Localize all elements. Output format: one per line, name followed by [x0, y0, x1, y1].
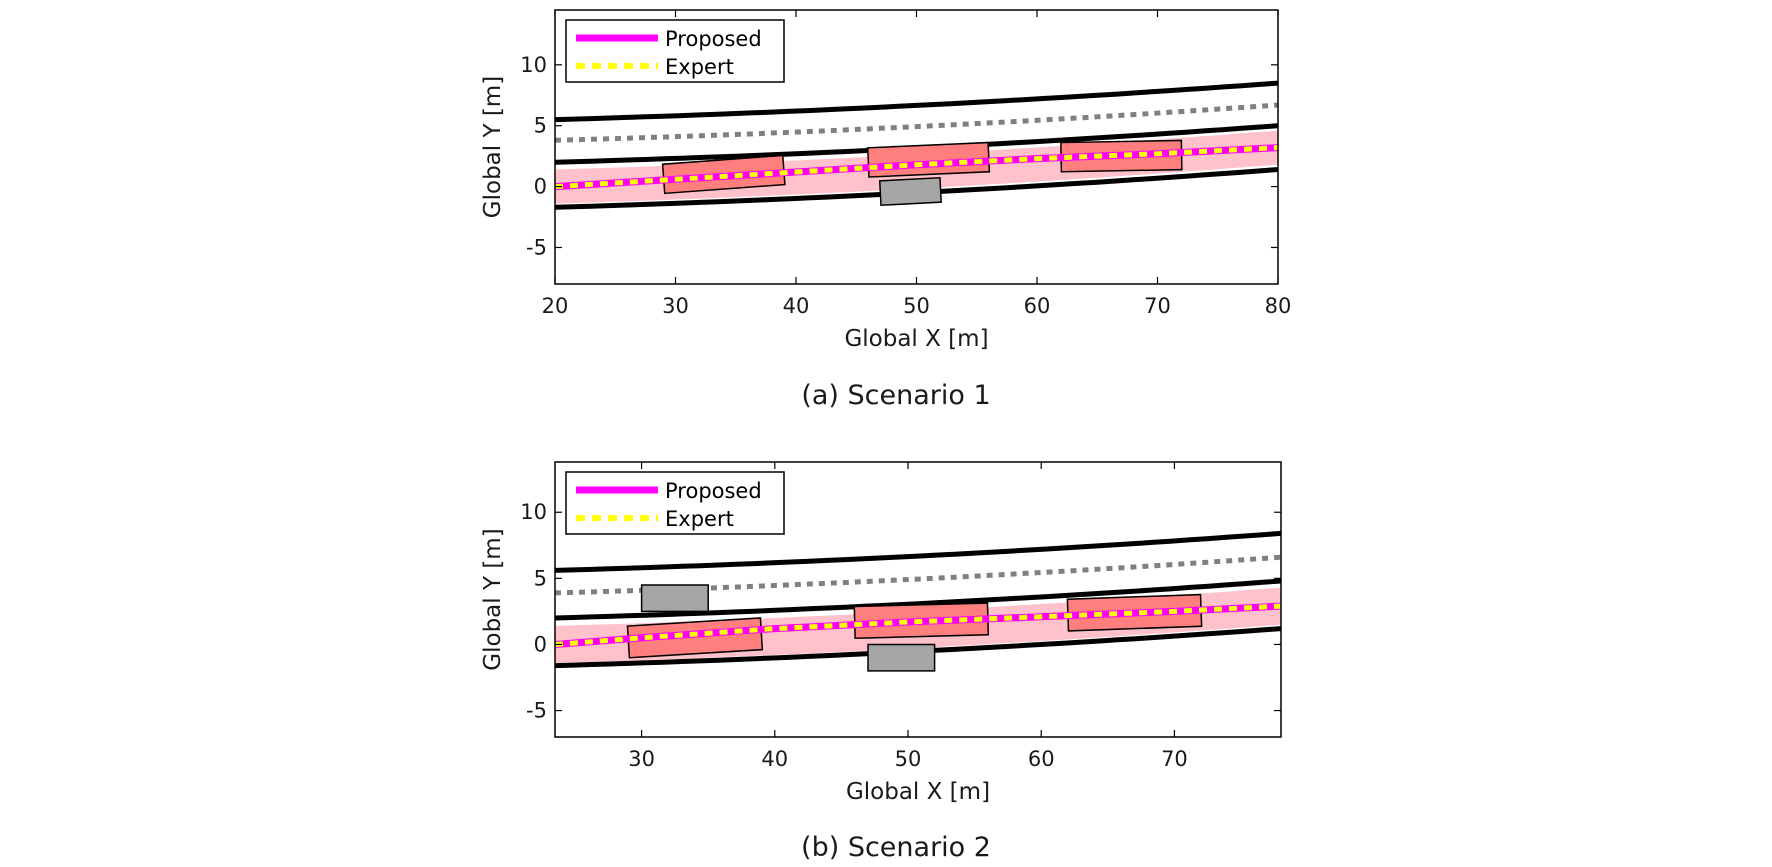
y-axis-label: Global Y [m] — [480, 528, 506, 670]
road-middle-boundary — [555, 578, 1281, 621]
plot-area — [555, 530, 1281, 672]
panel-scenario-1: 20 30 40 50 60 70 80 -5 0 5 10 Global X [m] Global Y… — [480, 9, 1292, 352]
road-upper-boundary — [555, 530, 1281, 573]
y-tick-label: -5 — [526, 699, 547, 723]
legend: Proposed Expert — [565, 19, 785, 83]
legend-box — [565, 19, 785, 83]
x-tick-label: 30 — [628, 747, 655, 771]
road-upper-boundary — [555, 80, 1278, 123]
legend-label-proposed: Proposed — [665, 27, 762, 51]
obstacle-vehicle — [878, 176, 942, 207]
y-tick-label: -5 — [526, 235, 547, 259]
x-tick-label: 50 — [895, 747, 922, 771]
panel-scenario-2: 30 40 50 60 70 -5 0 5 10 Global X [m] Global Y [m]… — [480, 461, 1282, 805]
x-axis-label: Global X [m] — [846, 779, 990, 805]
series-line-expert — [555, 603, 1281, 647]
legend: Proposed Expert — [565, 471, 785, 535]
y-tick-label: 0 — [534, 632, 547, 656]
y-tick-label: 0 — [534, 175, 547, 199]
y-tick-label: 10 — [520, 53, 547, 77]
legend-label-expert: Expert — [665, 507, 734, 531]
legend-box — [565, 471, 785, 535]
x-tick-label: 60 — [1024, 294, 1051, 318]
x-axis-label: Global X [m] — [844, 326, 988, 352]
legend-label-expert: Expert — [665, 55, 734, 79]
caption-scenario-2: (b) Scenario 2 — [801, 832, 991, 863]
obstacle-vehicle — [640, 584, 709, 613]
plot-frame — [554, 461, 1282, 738]
plot-area — [555, 80, 1278, 210]
x-tick-label: 70 — [1144, 294, 1171, 318]
x-tick-label: 40 — [761, 747, 788, 771]
x-tick-label: 80 — [1265, 294, 1292, 318]
x-tick-label: 20 — [542, 294, 569, 318]
series-line-expert — [555, 145, 1278, 190]
legend-label-proposed: Proposed — [665, 479, 762, 503]
y-axis-label: Global Y [m] — [480, 76, 506, 218]
obstacle-vehicle — [867, 643, 936, 672]
x-tick-label: 30 — [662, 294, 689, 318]
y-tick-label: 5 — [534, 114, 547, 138]
caption-scenario-1: (a) Scenario 1 — [801, 380, 990, 411]
road-lane-divider — [555, 102, 1278, 143]
x-tick-label: 60 — [1028, 747, 1055, 771]
y-tick-label: 10 — [520, 500, 547, 524]
y-tick-label: 5 — [534, 566, 547, 590]
x-tick-label: 70 — [1161, 747, 1188, 771]
x-tick-label: 50 — [903, 294, 930, 318]
x-tick-label: 40 — [783, 294, 810, 318]
